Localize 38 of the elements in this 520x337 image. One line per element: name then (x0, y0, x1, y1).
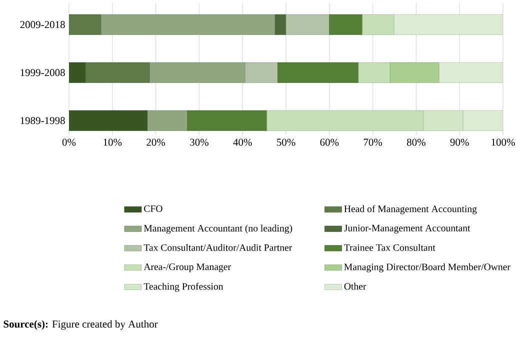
legend-label: Management Accountant (no leading) (144, 224, 292, 234)
legend-label: Area-/Group Manager (144, 264, 231, 272)
bar (266, 110, 424, 131)
bar (439, 62, 504, 83)
text: Source(s): Figure created by Author (4, 320, 158, 330)
legend-label: Tax Consultant/Auditor/Audit Partner (144, 244, 292, 251)
bar (100, 14, 276, 35)
x-tick-label: 0% (62, 138, 76, 146)
x-tick-label: 40% (233, 138, 252, 146)
bar (278, 62, 359, 83)
bar (358, 62, 390, 83)
bar (274, 14, 286, 35)
x-tick-label: 70% (364, 138, 382, 146)
x-tick-label: 20% (146, 138, 166, 146)
legend-label: Trainee Tax Consultant (344, 244, 436, 251)
legend-label: Head of Management Accounting (344, 205, 477, 214)
legend-label: Managing Director/Board Member/Owner (344, 263, 510, 272)
bar (147, 110, 188, 131)
legend-label: Teaching Profession (144, 282, 224, 292)
x-tick-label: 80% (406, 138, 426, 146)
bar (390, 62, 440, 83)
x-tick-label: 50% (276, 138, 296, 146)
x-tick-label: 10% (104, 138, 122, 146)
bar (187, 110, 268, 131)
bar (329, 14, 363, 35)
legend-label: CFO (144, 205, 162, 212)
bar (362, 14, 394, 35)
legend-label: Other (344, 282, 366, 290)
y-tick-label: 1989-1998 (20, 117, 65, 124)
x-tick-label: 30% (190, 138, 208, 146)
y-tick-label: 2009-2018 (20, 21, 65, 28)
x-tick-label: 60% (320, 138, 339, 146)
x-tick-label: 100% (492, 138, 515, 146)
bar (286, 14, 330, 35)
x-tick-label: 90% (450, 138, 469, 146)
y-tick-label: 1999-2008 (20, 69, 65, 76)
bar (85, 62, 150, 83)
legend-label: Junior-Management Accountant (344, 224, 470, 234)
